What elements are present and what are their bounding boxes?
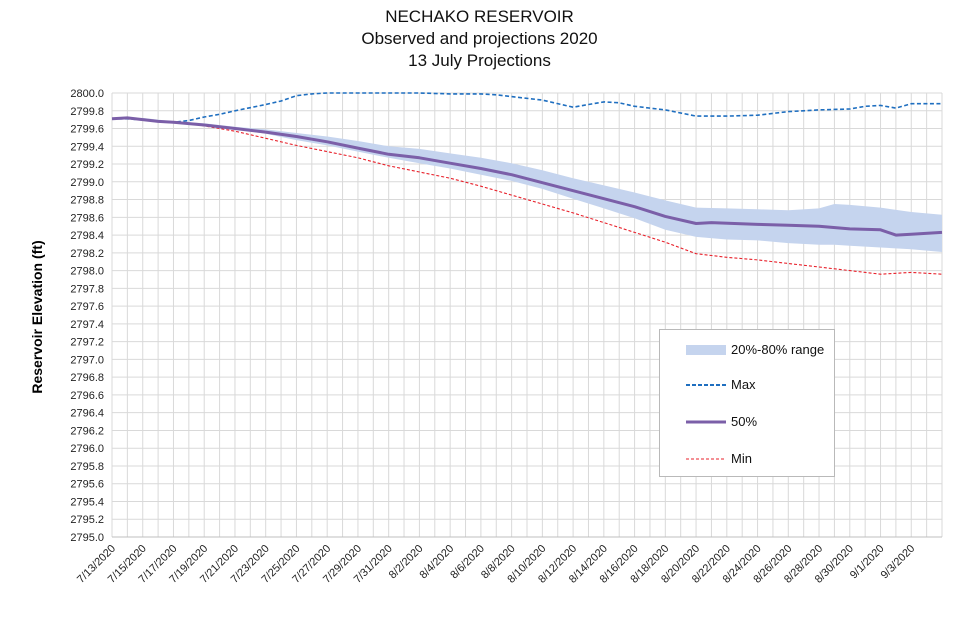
series-line-max (112, 92, 942, 124)
series-line-median (111, 116, 943, 237)
series-lines-layer (111, 92, 943, 275)
y-tick-label: 2796.2 (70, 425, 104, 437)
y-tick-label: 2797.2 (70, 337, 104, 349)
legend-swatch-min (686, 458, 726, 460)
chart-titles: NECHAKO RESERVOIR Observed and projectio… (0, 6, 959, 72)
y-tick-label: 2800.0 (70, 88, 104, 100)
y-tick-label: 2797.0 (70, 354, 104, 366)
legend-label-max: Max (731, 377, 756, 392)
legend-swatch-range (686, 345, 726, 355)
legend-item-min: Min (686, 451, 836, 467)
y-tick-label: 2799.2 (70, 159, 104, 171)
y-tick-label: 2798.4 (70, 230, 104, 242)
legend-label-median: 50% (731, 414, 758, 429)
range-band-layer (112, 117, 942, 253)
range-band-20-80 (112, 117, 942, 253)
legend-label-min: Min (731, 451, 752, 466)
y-tick-label: 2798.6 (70, 212, 104, 224)
y-tick-label: 2799.4 (70, 141, 104, 153)
x-tick-label: 9/3/2020 (879, 543, 918, 582)
legend-item-range: 20%-80% range (686, 342, 836, 358)
chart-subtitle-2: 13 July Projections (408, 51, 551, 70)
x-tick-labels: 7/13/20207/15/20207/17/20207/19/20207/21… (75, 543, 917, 586)
y-tick-label: 2796.0 (70, 443, 104, 455)
y-tick-label: 2797.6 (70, 301, 104, 313)
y-tick-label: 2795.0 (70, 532, 104, 544)
y-tick-label: 2795.2 (70, 514, 104, 526)
chart-subtitle: Observed and projections 2020 (361, 29, 598, 48)
legend-swatch-median (686, 420, 726, 424)
legend-item-median: 50% (686, 414, 836, 430)
chart-title: NECHAKO RESERVOIR (385, 7, 574, 26)
legend-item-max: Max (686, 377, 836, 393)
y-tick-label: 2799.0 (70, 177, 104, 189)
y-tick-label: 2797.8 (70, 283, 104, 295)
legend-swatch-max (686, 384, 726, 386)
y-tick-label: 2795.8 (70, 461, 104, 473)
legend-label-range: 20%-80% range (731, 342, 825, 357)
y-tick-label: 2799.6 (70, 124, 104, 136)
y-tick-label: 2797.4 (70, 319, 104, 331)
y-tick-label: 2798.8 (70, 195, 104, 207)
y-tick-label: 2795.6 (70, 479, 104, 491)
y-tick-label: 2795.4 (70, 496, 104, 508)
y-tick-label: 2796.8 (70, 372, 104, 384)
y-tick-label: 2796.6 (70, 390, 104, 402)
y-tick-label: 2799.8 (70, 106, 104, 118)
y-tick-label: 2798.2 (70, 248, 104, 260)
y-tick-label: 2796.4 (70, 408, 104, 420)
legend: 20%-80% range Max 50% Min (659, 329, 835, 477)
series-line-min (112, 118, 943, 275)
y-tick-labels: 2795.0 2795.2 2795.4 2795.6 2795.8 2796.0 2796… (70, 88, 104, 544)
y-tick-label: 2798.0 (70, 266, 104, 278)
y-axis-label: Reservoir Elevation (ft) (29, 240, 45, 393)
